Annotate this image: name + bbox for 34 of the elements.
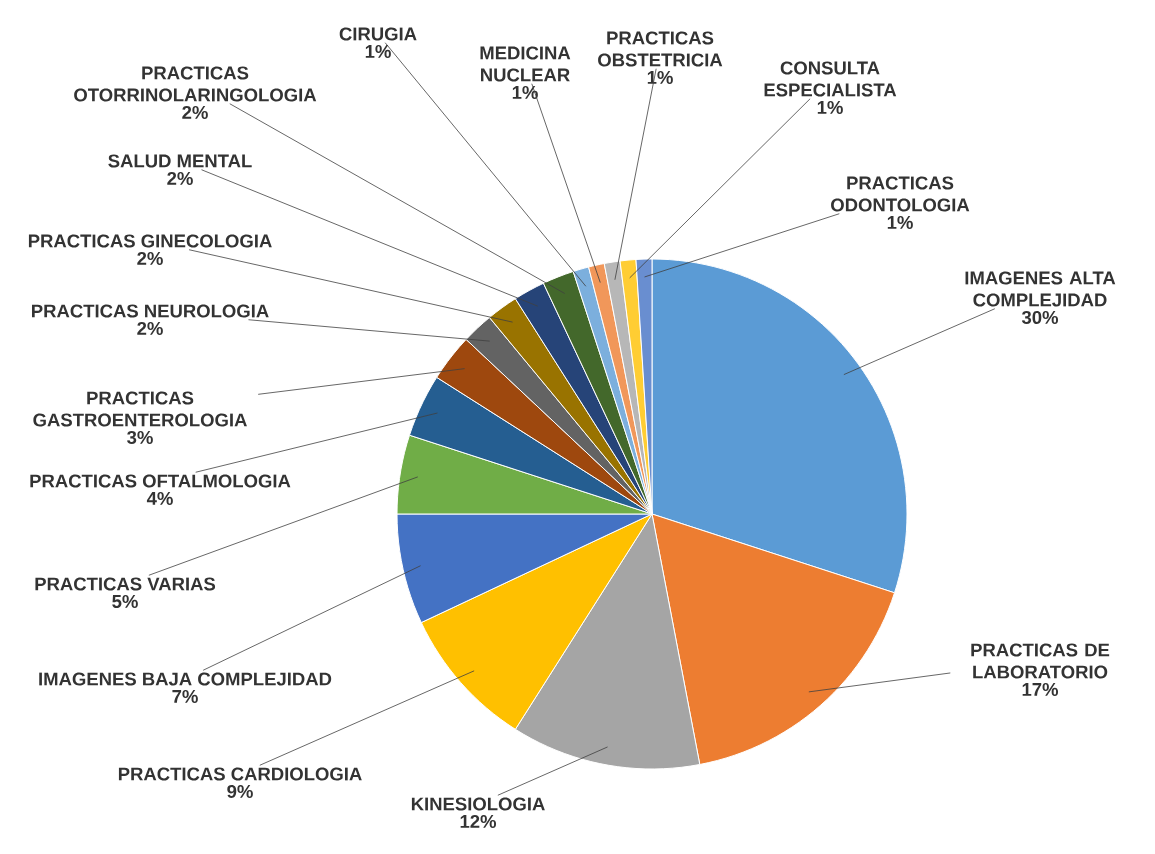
slice-label: MEDICINA NUCLEAR	[480, 46, 571, 82]
slice-label: CIRUGIA	[339, 27, 417, 41]
data-label: 1%	[817, 100, 843, 114]
data-label: 1%	[647, 70, 673, 84]
data-label: 2%	[182, 105, 208, 119]
data-label: 7%	[172, 689, 198, 703]
data-label: 5%	[112, 594, 138, 608]
data-label: 17%	[1022, 682, 1059, 696]
data-label: 1%	[887, 215, 913, 229]
slice-label: PRACTICAS CARDIOLOGIA	[118, 767, 362, 781]
slice-label: KINESIOLOGIA	[411, 797, 545, 811]
slice-label: SALUD MENTAL	[108, 154, 252, 168]
slice-label: IMAGENES BAJA COMPLEJIDAD	[39, 672, 332, 686]
data-label: 2%	[137, 321, 163, 335]
data-label: 1%	[365, 44, 391, 58]
slice-label: PRACTICAS GASTROENTEROLOGIA	[33, 391, 247, 427]
slice-label: CONSULTA ESPECIALISTA	[764, 61, 897, 97]
data-label: 9%	[227, 784, 253, 799]
data-label: 2%	[137, 251, 163, 265]
data-label: 4%	[146, 491, 173, 505]
data-label: 12%	[460, 814, 497, 828]
data-label: 3%	[127, 430, 153, 445]
slice-label: IMAGENES ALTA COMPLEJIDAD	[965, 271, 1116, 307]
slice-label: PRACTICAS OTORRINOLARINGOLOGIA	[74, 66, 317, 102]
slice-label: PRACTICAS NEUROLOGIA	[32, 304, 269, 318]
slice-label: PRACTICAS ODONTOLOGIA	[831, 176, 970, 212]
data-label: 30%	[1021, 310, 1059, 325]
data-label: 1%	[512, 85, 538, 99]
slice-label: PRACTICAS DE LABORATORIO	[971, 643, 1110, 679]
slice-label: PRACTICAS GINECOLOGIA	[28, 234, 272, 248]
slice-label: PRACTICAS VARIAS	[35, 577, 216, 591]
slice-label: PRACTICAS OFTALMOLOGIA	[30, 474, 291, 488]
slice-label: PRACTICAS OBSTETRICIA	[598, 31, 723, 67]
data-label: 2%	[167, 171, 193, 185]
